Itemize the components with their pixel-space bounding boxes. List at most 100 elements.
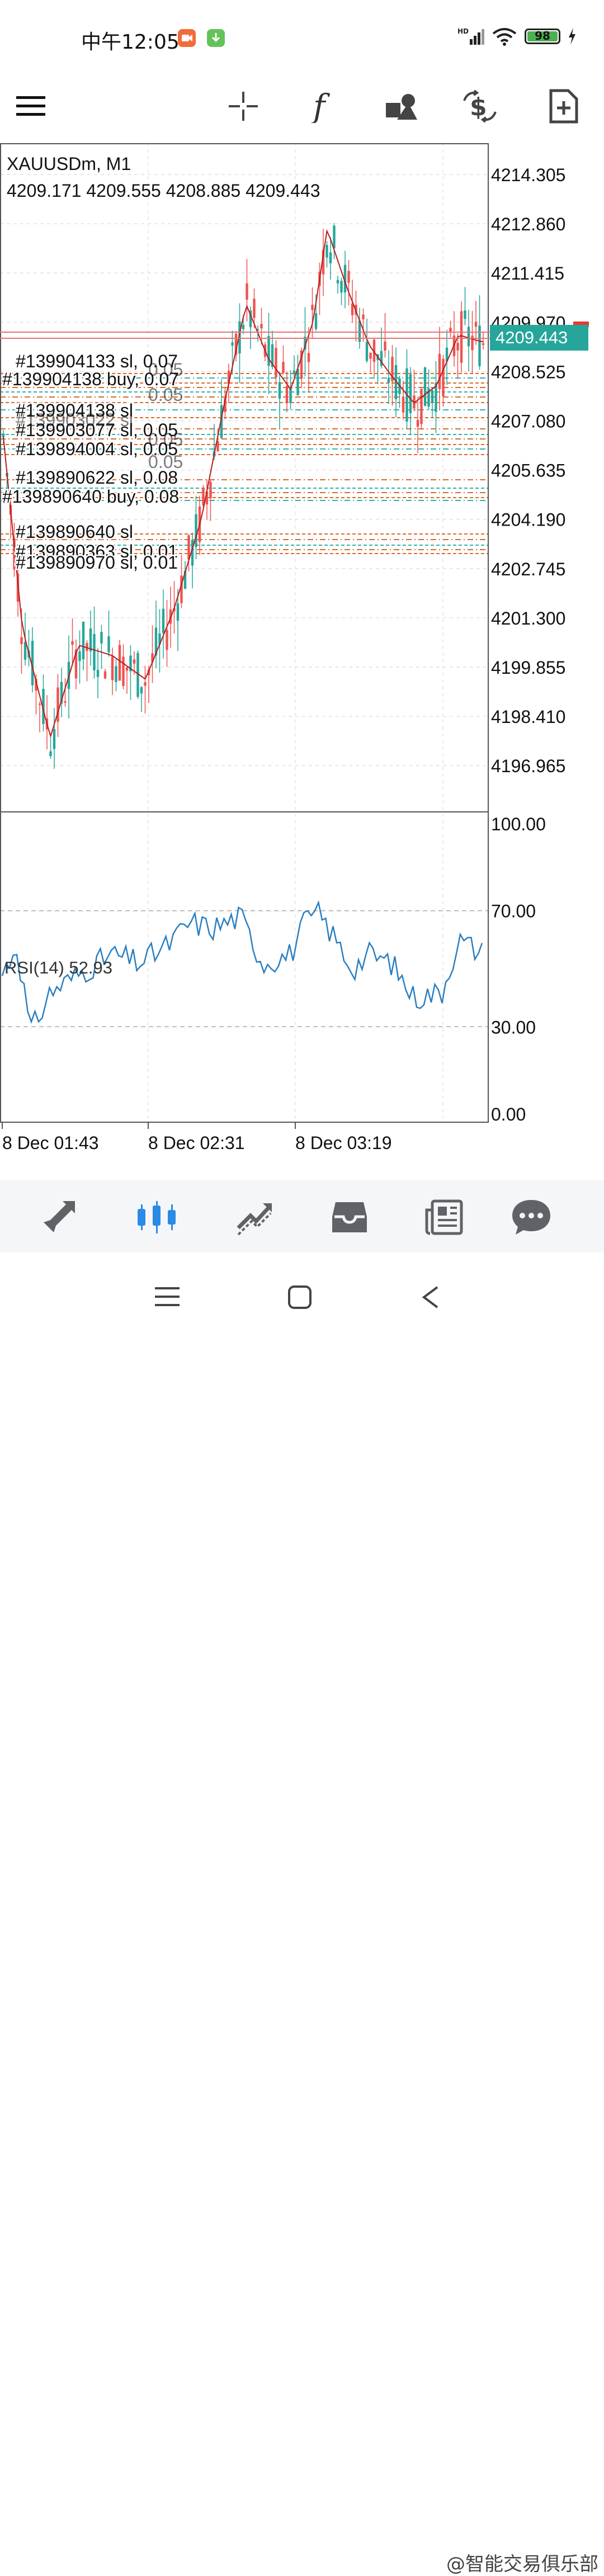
candle-body: [220, 405, 223, 438]
order-label-overlap: #139903022 sl: [16, 410, 133, 430]
battery-level: 98: [535, 29, 550, 42]
candle-body: [442, 358, 445, 397]
candle-body: [249, 310, 252, 328]
nav-history[interactable]: [324, 1192, 375, 1242]
svg-text:f: f: [311, 89, 331, 123]
indicators-button[interactable]: f: [301, 84, 346, 129]
candle-body: [460, 311, 463, 363]
nav-quotes[interactable]: [34, 1192, 84, 1242]
candle-body: [209, 481, 212, 499]
order-label: #139890640 sl: [16, 522, 133, 542]
candle-body: [183, 570, 187, 589]
rsi-tick-label: 30.00: [491, 1017, 536, 1037]
candle-body: [314, 313, 318, 329]
price-tick-label: 4211.415: [491, 263, 564, 283]
rsi-label: RSI(14) 52.93: [4, 958, 112, 977]
charging-icon: [569, 28, 575, 45]
candle-body: [13, 537, 16, 570]
candle-body: [38, 703, 41, 705]
candle-body: [362, 314, 365, 320]
order-label: #139904138 sl: [16, 400, 133, 420]
svg-text:$: $: [470, 93, 487, 121]
candle-body: [191, 540, 194, 566]
candle-body: [275, 348, 277, 378]
candle-body: [205, 491, 209, 505]
menu-button[interactable]: [8, 84, 53, 129]
quotes-icon: [44, 1201, 75, 1232]
candle-body: [340, 281, 343, 293]
candle-body: [380, 351, 383, 366]
ask-marker: [573, 322, 589, 327]
candle-body: [42, 689, 45, 725]
nav-messages[interactable]: [506, 1192, 556, 1242]
rsi-tick-label: 100.00: [491, 814, 546, 834]
candle-body: [96, 670, 100, 677]
candle-body: [474, 322, 478, 327]
candle-body: [456, 343, 459, 351]
recents-icon[interactable]: [154, 1286, 182, 1308]
candle-body: [129, 655, 132, 672]
candle-body: [20, 637, 23, 644]
nav-trade[interactable]: [229, 1192, 280, 1242]
candle-body: [64, 701, 67, 703]
objects-button[interactable]: [379, 84, 424, 129]
chart-area[interactable]: #139904133 sl, 0.07 #139904138 buy, 0.07 #…: [0, 143, 604, 1183]
order-label-overlap: 0.05: [148, 452, 183, 472]
candle-body: [224, 398, 226, 413]
candle-body: [118, 645, 121, 681]
candle-body: [71, 641, 74, 645]
price-chart[interactable]: #139904133 sl, 0.07#139904138 buy, 0.07 #…: [0, 143, 604, 1183]
candle-body: [402, 396, 405, 413]
home-icon[interactable]: [287, 1285, 312, 1310]
candle-body: [74, 649, 78, 679]
price-tick-label: 4201.300: [491, 608, 565, 628]
symbol-timeframe: XAUUSDm, M1: [7, 154, 131, 174]
candle-body: [471, 335, 474, 351]
candle-body: [271, 344, 274, 367]
svg-text:HD: HD: [457, 27, 469, 35]
order-label-overlap: 0.05: [148, 429, 183, 450]
nav-news[interactable]: [419, 1192, 470, 1242]
candle-body: [176, 603, 180, 621]
candle-body: [278, 382, 281, 399]
rsi-line: [1, 900, 483, 1024]
candle-body: [292, 370, 296, 375]
candle-body: [111, 656, 114, 680]
new-order-button[interactable]: [541, 84, 586, 129]
candle-body: [322, 249, 325, 275]
chart-icon: [138, 1201, 176, 1233]
signal-icon: HD: [457, 27, 484, 45]
candle-body: [296, 368, 299, 396]
candle-body: [282, 362, 285, 373]
candle-body: [325, 244, 328, 258]
candle-body: [31, 641, 34, 686]
order-label: #139890640 buy, 0.08: [2, 486, 179, 507]
candle-body: [60, 682, 63, 704]
candle-body: [227, 371, 230, 384]
candle-body: [384, 341, 386, 351]
trade-button[interactable]: $: [457, 84, 502, 129]
candle-body: [336, 280, 339, 283]
order-label: #139890363 sl, 0.01: [16, 541, 178, 561]
price-tick-label: 4199.855: [491, 658, 565, 678]
back-icon[interactable]: [419, 1285, 442, 1310]
nav-chart[interactable]: [131, 1192, 182, 1242]
candle-body: [151, 653, 154, 663]
crosshair-button[interactable]: [221, 84, 266, 129]
trade-icon: $: [463, 89, 497, 123]
candle-body: [89, 628, 92, 651]
time-tick-label: 8 Dec 01:43: [2, 1133, 99, 1153]
order-label: #139904133 sl, 0.07: [16, 351, 178, 371]
candle-body: [420, 389, 423, 424]
candle-body: [394, 365, 398, 399]
record-app-icon: [178, 29, 196, 47]
candle-body: [365, 342, 369, 361]
status-bar: 中午12:05 HD 98: [0, 0, 604, 73]
order-label-overlap: 0.05: [148, 385, 183, 405]
crosshair-icon: [229, 92, 258, 121]
candle-body: [49, 751, 52, 757]
candle-body: [423, 367, 427, 406]
candle-body: [234, 333, 238, 355]
candle-body: [333, 225, 336, 249]
messages-icon: [512, 1200, 550, 1235]
